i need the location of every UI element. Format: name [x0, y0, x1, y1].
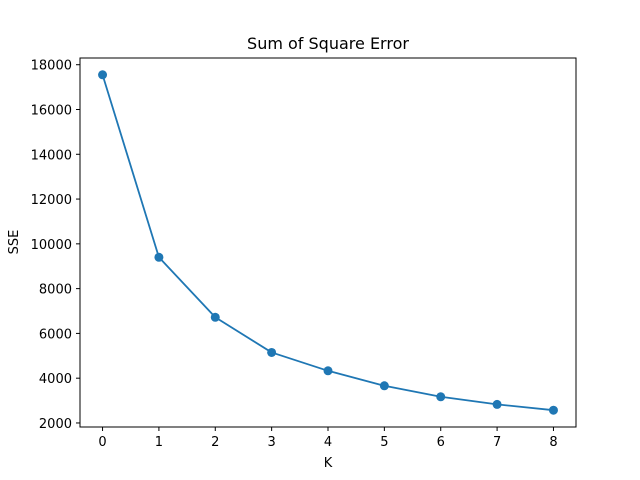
y-tick-label: 6000: [39, 327, 72, 342]
data-point: [267, 347, 277, 357]
data-point: [98, 70, 108, 80]
plot-layer: [98, 70, 558, 415]
data-point: [548, 405, 558, 415]
x-tick-label: 1: [155, 435, 163, 450]
y-tick-label: 14000: [31, 148, 72, 163]
x-tick-label: 5: [380, 435, 388, 450]
data-point: [210, 312, 220, 322]
y-tick-label: 10000: [31, 238, 72, 253]
y-tick-label: 18000: [31, 59, 72, 74]
y-tick-label: 2000: [39, 417, 72, 432]
data-point: [154, 252, 164, 262]
x-tick-label: 4: [324, 435, 332, 450]
y-tick-label: 12000: [31, 193, 72, 208]
x-tick-label: 8: [549, 435, 557, 450]
x-tick-label: 0: [98, 435, 106, 450]
y-tick-label: 8000: [39, 283, 72, 298]
x-tick-label: 2: [211, 435, 219, 450]
x-axis-label: K: [324, 456, 333, 471]
data-point: [436, 392, 446, 402]
y-axis-ticks: 2000 4000 6000 8000 10000 12000 14000 16000 1800…: [31, 59, 80, 432]
data-point: [323, 366, 333, 376]
chart-title: Sum of Square Error: [247, 34, 409, 53]
y-axis-label: SSE: [7, 230, 22, 255]
x-tick-label: 7: [493, 435, 501, 450]
y-tick-label: 16000: [31, 103, 72, 118]
data-point: [379, 381, 389, 391]
y-tick-label: 4000: [39, 372, 72, 387]
data-point: [492, 399, 502, 409]
x-axis-ticks: 0 1 2 3 4 5 6 7 8: [98, 427, 558, 450]
x-tick-label: 3: [267, 435, 275, 450]
x-tick-label: 6: [437, 435, 445, 450]
